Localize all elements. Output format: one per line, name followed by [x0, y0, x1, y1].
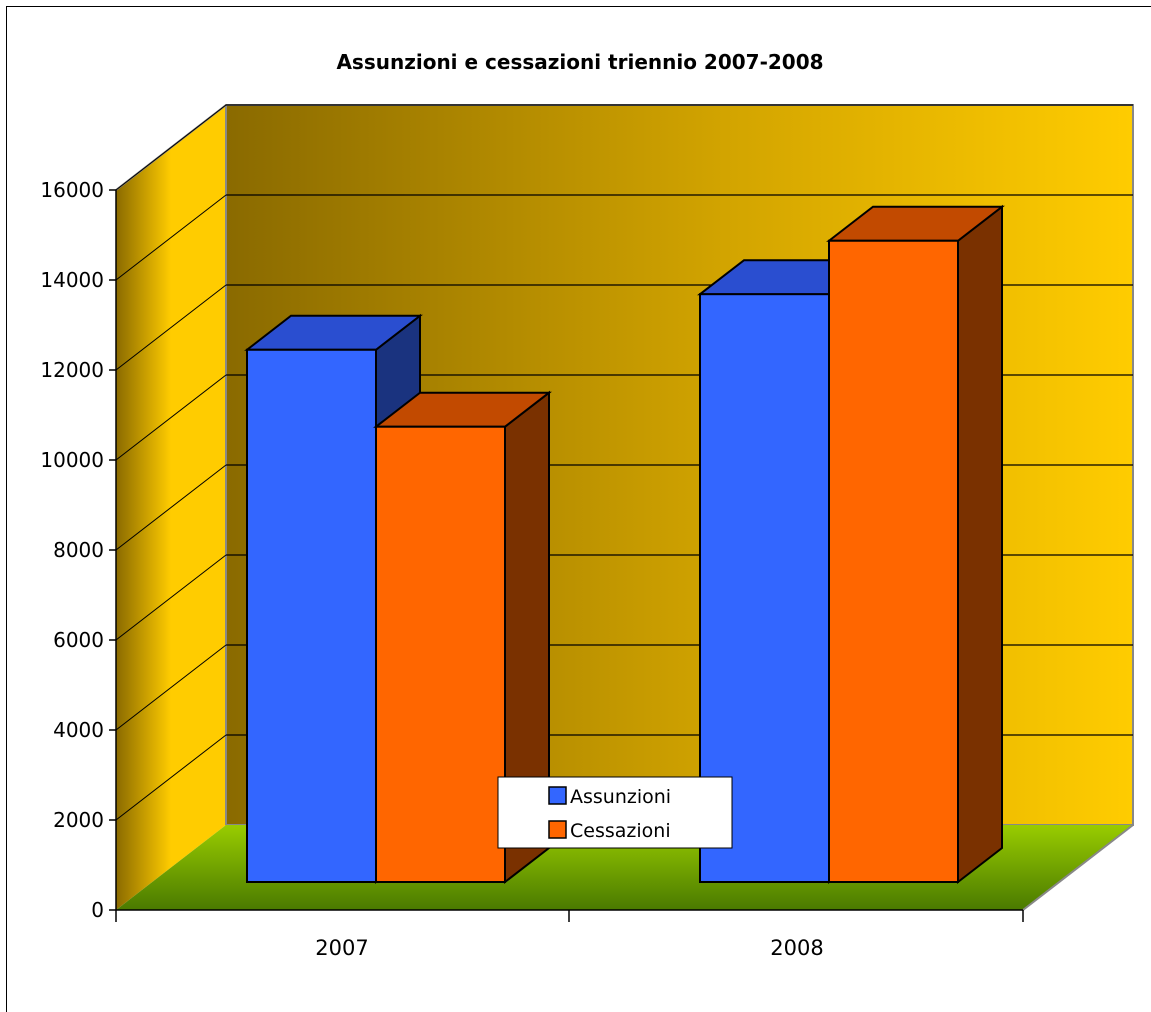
gridline-side-14000	[115, 194, 227, 281]
legend-label-cessazioni: Cessazioni	[570, 820, 671, 842]
legend: Assunzioni Cessazioni	[497, 776, 733, 849]
gridline-side-10000	[115, 374, 227, 461]
y-tick-label-0: 0	[91, 898, 104, 922]
y-tick-label-16000: 16000	[40, 178, 104, 202]
gridline-side-4000	[115, 644, 227, 731]
legend-label-assunzioni: Assunzioni	[570, 786, 671, 808]
gridline-side-6000	[115, 554, 227, 641]
chart-title: Assunzioni e cessazioni triennio 2007-20…	[336, 50, 823, 74]
bar-front-cessazioni-2007	[375, 425, 506, 883]
gridline-side-12000	[115, 284, 227, 371]
legend-box	[497, 776, 733, 849]
bar-side-cessazioni-2008	[957, 204, 1003, 885]
gridline-side-16000	[115, 104, 227, 191]
x-tick-label-2008: 2008	[770, 936, 823, 960]
gridline-side-8000	[115, 464, 227, 551]
bar-cessazioni-2007	[373, 390, 552, 885]
floor-right-edge	[1022, 824, 1134, 911]
chart-frame	[6, 6, 1151, 1012]
y-tick-label-2000: 2000	[53, 808, 104, 832]
bar-cessazioni-2008	[826, 204, 1005, 885]
bar-front-cessazioni-2008	[828, 239, 959, 883]
legend-swatch-assunzioni	[548, 786, 567, 805]
y-tick-label-4000: 4000	[53, 718, 104, 742]
y-axis-ticks: 0 2000 4000 6000 8000 10000 12000 14000 16000	[40, 178, 116, 922]
y-tick-label-14000: 14000	[40, 268, 104, 292]
y-tick-label-6000: 6000	[53, 628, 104, 652]
x-tick-label-2007: 2007	[315, 936, 368, 960]
y-tick-label-10000: 10000	[40, 448, 104, 472]
legend-swatch-cessazioni	[548, 820, 567, 839]
bars	[244, 204, 1005, 885]
gridline-side-2000	[115, 734, 227, 821]
y-tick-label-8000: 8000	[53, 538, 104, 562]
bar-front-assunzioni-2007	[246, 348, 377, 883]
y-tick-label-12000: 12000	[40, 358, 104, 382]
x-axis-labels: 2007 2008	[315, 936, 823, 960]
